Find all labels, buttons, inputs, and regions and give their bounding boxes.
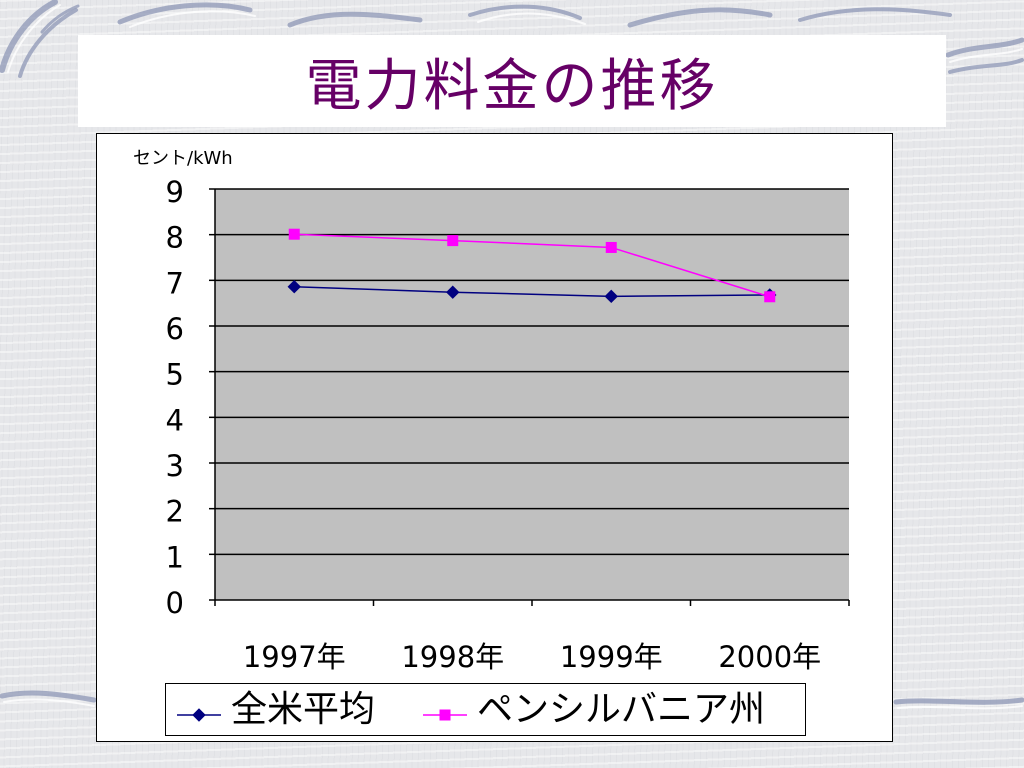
swirl-stroke (897, 705, 1023, 710)
y-tick-label: 2 (165, 494, 183, 528)
y-tick-label: 4 (165, 403, 183, 437)
y-axis-unit-label: セント/kWh (133, 148, 233, 169)
y-tick-label: 7 (165, 266, 183, 300)
data-point-square (446, 234, 458, 246)
y-tick-label: 6 (165, 312, 183, 346)
legend-symbol-square-line (423, 709, 467, 721)
x-tick-label: 2000年 (718, 640, 821, 674)
swirl-stroke (477, 12, 586, 25)
swirl-stroke (948, 58, 1024, 74)
y-tick-label: 3 (165, 449, 183, 483)
legend-label: ペンシルバニア州 (477, 688, 766, 730)
legend-marker-square (439, 709, 451, 721)
data-point-square (605, 241, 617, 253)
swirl-stroke (3, 698, 95, 707)
y-tick-label: 9 (165, 175, 183, 209)
swirl-stroke (945, 37, 1024, 58)
swirl-stroke (0, 690, 97, 703)
legend-item-national-average: 全米平均 (166, 684, 805, 735)
y-tick-label: 1 (165, 540, 183, 574)
slide-title: 電力料金の推移 (305, 54, 719, 119)
swirl-stroke (468, 4, 582, 20)
plot-area (214, 188, 849, 600)
swirl-stroke (40, 4, 80, 34)
x-tick-label: 1997年 (242, 640, 345, 674)
swirl-stroke (627, 7, 773, 28)
y-tick-label: 8 (165, 220, 183, 254)
data-point-diamond (287, 279, 301, 293)
swirl-stroke (7, 4, 61, 73)
swirl-stroke (129, 10, 256, 28)
swirl-stroke (18, 8, 78, 78)
legend-item-pennsylvania: ペンシルバニア州 (166, 684, 805, 735)
line-chart: セント/kWh 0 1 2 3 4 5 6 7 8 9 1997年 1998年 1999年 2000年 (133, 148, 850, 674)
y-tick-label: 0 (165, 586, 183, 620)
y-tick-label: 5 (165, 357, 183, 391)
data-point-diamond (445, 284, 459, 299)
swirl-stroke (117, 2, 253, 25)
title-banner: 電力料金の推移 (78, 35, 946, 127)
x-tick-label: 1999年 (559, 640, 662, 674)
legend-symbol-diamond-line (177, 708, 221, 722)
swirl-stroke (949, 48, 1023, 63)
chart-frame: セント/kWh 0 1 2 3 4 5 6 7 8 9 1997年 1998年 1999年 2000年 全… (96, 133, 893, 742)
legend-marker-diamond (192, 708, 206, 722)
series-line-1 (293, 232, 770, 297)
data-point-diamond (604, 289, 618, 303)
x-tick-label: 1998年 (401, 640, 504, 674)
series-line-0 (293, 285, 770, 297)
swirl-stroke (798, 7, 952, 22)
data-point-square (288, 228, 300, 240)
swirl-stroke (893, 697, 1024, 705)
chart-legend: 全米平均 ペンシルバニア州 (164, 682, 806, 736)
data-point-square (763, 290, 775, 302)
swirl-stroke (287, 11, 423, 28)
legend-label: 全米平均 (231, 688, 376, 730)
swirl-stroke (0, 0, 58, 73)
